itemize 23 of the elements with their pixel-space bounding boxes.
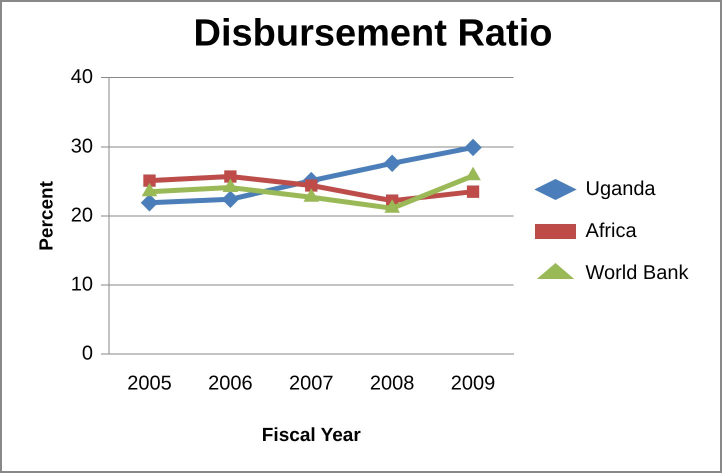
point <box>305 179 318 192</box>
y-tick-label: 20 <box>70 204 94 226</box>
legend-label: Uganda <box>586 178 656 200</box>
point <box>143 174 156 187</box>
y-tick-label: 10 <box>70 274 94 296</box>
x-tick-label: 2008 <box>370 372 414 395</box>
y-axis-title: Percent <box>36 180 58 251</box>
x-tick-label: 2005 <box>127 372 172 395</box>
point <box>464 138 482 156</box>
point <box>466 186 480 198</box>
x-tick-label: 2007 <box>289 372 334 395</box>
point <box>384 154 401 172</box>
chart-title: Disbursement Ratio <box>194 12 552 54</box>
legend-label: Africa <box>586 220 638 242</box>
y-tick-label: 40 <box>70 66 94 88</box>
x-tick-label: 2006 <box>208 372 253 395</box>
y-tick-label: 30 <box>70 135 94 158</box>
y-tick-label: 0 <box>82 342 94 365</box>
x-tick-label: 2009 <box>450 372 496 395</box>
point <box>224 170 237 183</box>
point <box>140 194 158 212</box>
x-axis-title: Fiscal Year <box>262 424 362 446</box>
legend-label: World Bank <box>586 262 690 284</box>
